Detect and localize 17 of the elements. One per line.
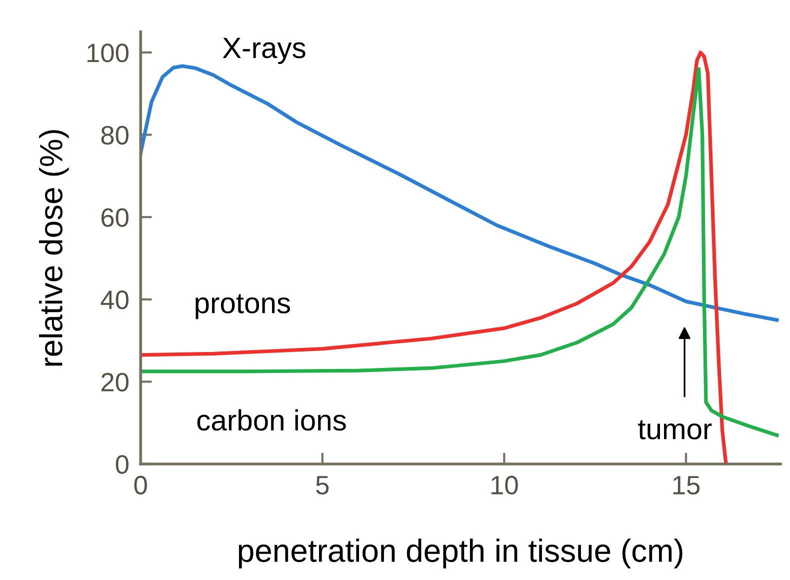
series-label: X-rays <box>222 38 306 64</box>
x-tick-label: 5 <box>316 476 329 494</box>
x-axis-title: penetration depth in tissue (cm) <box>238 538 682 568</box>
series-label: protons <box>196 294 290 320</box>
x-tick-label: 15 <box>673 476 700 494</box>
y-tick-label: 0 <box>116 455 128 474</box>
line-series <box>140 64 779 322</box>
x-tick-label: 0 <box>134 476 147 494</box>
y-tick-label: 40 <box>100 290 128 310</box>
y-tick-label: 80 <box>101 126 128 145</box>
series-label: carbon ions <box>197 409 346 431</box>
x-tick-label: 10 <box>492 476 518 494</box>
y-tick-label: 20 <box>101 372 128 392</box>
y-axis-title: relative dose (%) <box>39 130 69 366</box>
y-tick-label: 60 <box>102 208 128 227</box>
y-tick-label: 100 <box>87 44 128 62</box>
annotation: tumor <box>638 420 712 440</box>
